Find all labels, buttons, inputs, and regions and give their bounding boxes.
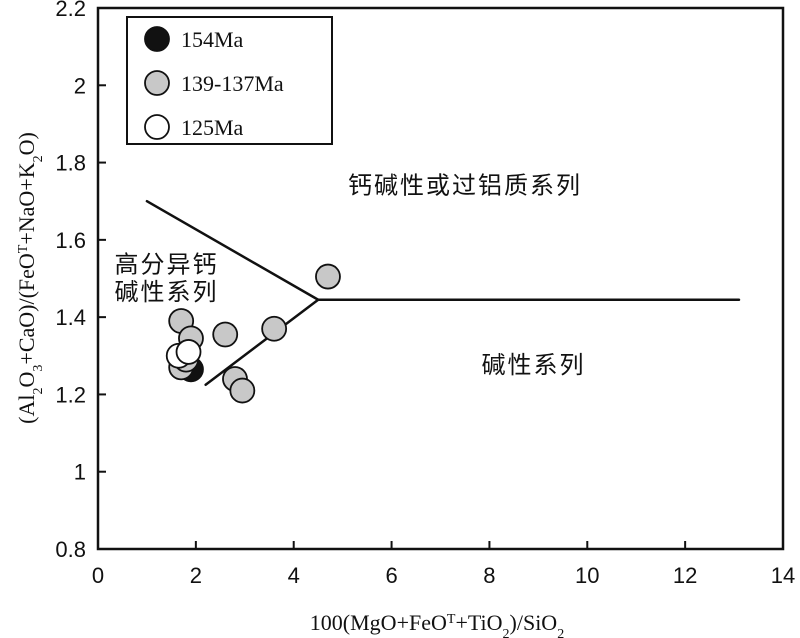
y-tick-label: 1.2 <box>55 382 86 407</box>
legend-marker <box>144 70 170 96</box>
x-axis-title-sup: T <box>447 612 456 627</box>
y-axis-title-sub: 3 <box>31 365 46 372</box>
x-axis-title-part: 100(MgO+FeO <box>310 610 447 635</box>
y-axis-title-part: (Al <box>14 394 39 423</box>
boundary-line <box>204 298 320 387</box>
y-tick-label: 0.8 <box>55 537 86 562</box>
x-tick-label: 14 <box>771 563 795 588</box>
boundary-line <box>145 199 320 302</box>
y-axis-title-sub: 2 <box>31 387 46 394</box>
y-axis-title-sup: T <box>16 244 31 253</box>
x-axis-title-sub: 2 <box>503 627 510 638</box>
data-point <box>175 339 202 365</box>
y-tick-label: 2.2 <box>55 0 86 21</box>
region-label: 钙碱性或过铝质系列 <box>348 171 582 199</box>
legend-label: 139-137Ma <box>181 71 284 96</box>
y-tick-label: 1 <box>74 460 86 485</box>
x-tick-label: 12 <box>673 563 697 588</box>
x-axis-title-sub: 2 <box>557 627 564 638</box>
x-tick-label: 2 <box>190 563 202 588</box>
plot-layer: 0 2 4 6 8 10 12 14 0.8 1 1.2 1.4 1.6 1.8 2 2.2 钙碱性或过铝质系列… <box>55 0 795 588</box>
legend-label: 154Ma <box>181 27 244 52</box>
legend-label: 125Ma <box>181 115 244 140</box>
data-point <box>212 321 239 348</box>
data-point <box>261 315 288 342</box>
y-axis-title-part: O <box>14 372 39 388</box>
y-axis-title: (Al2O3+CaO)/(FeOT+NaO+K2O) <box>14 132 46 424</box>
x-axis-title-part: )/SiO <box>510 610 558 635</box>
legend: 154Ma 139-137Ma 125Ma <box>126 16 333 145</box>
y-axis-title-part: O) <box>14 132 39 155</box>
legend-marker <box>144 26 170 52</box>
x-tick-label: 6 <box>385 563 397 588</box>
x-axis-title: 100(MgO+FeOT+TiO2)/SiO2 <box>310 610 564 638</box>
y-axis-title-sub: 2 <box>31 155 46 162</box>
y-axis-title-part: +CaO)/(FeO <box>14 253 39 364</box>
x-tick-label: 4 <box>288 563 300 588</box>
y-tick-label: 1.4 <box>55 305 86 330</box>
region-label: 高分异钙 <box>115 251 219 279</box>
x-tick-label: 10 <box>575 563 599 588</box>
legend-marker <box>144 114 170 140</box>
x-axis-title-part: +TiO <box>455 610 502 635</box>
y-axis-title-part: +NaO+K <box>14 162 39 244</box>
data-point <box>315 263 341 290</box>
x-tick-label: 8 <box>483 563 495 588</box>
data-point <box>229 377 256 404</box>
y-tick-label: 1.8 <box>55 151 86 176</box>
y-tick-label: 2 <box>74 73 86 98</box>
y-tick-label: 1.6 <box>55 228 86 253</box>
plot-frame <box>96 6 785 551</box>
region-label: 碱性系列 <box>481 351 585 379</box>
region-label: 碱性系列 <box>115 278 219 306</box>
x-tick-label: 0 <box>92 563 104 588</box>
